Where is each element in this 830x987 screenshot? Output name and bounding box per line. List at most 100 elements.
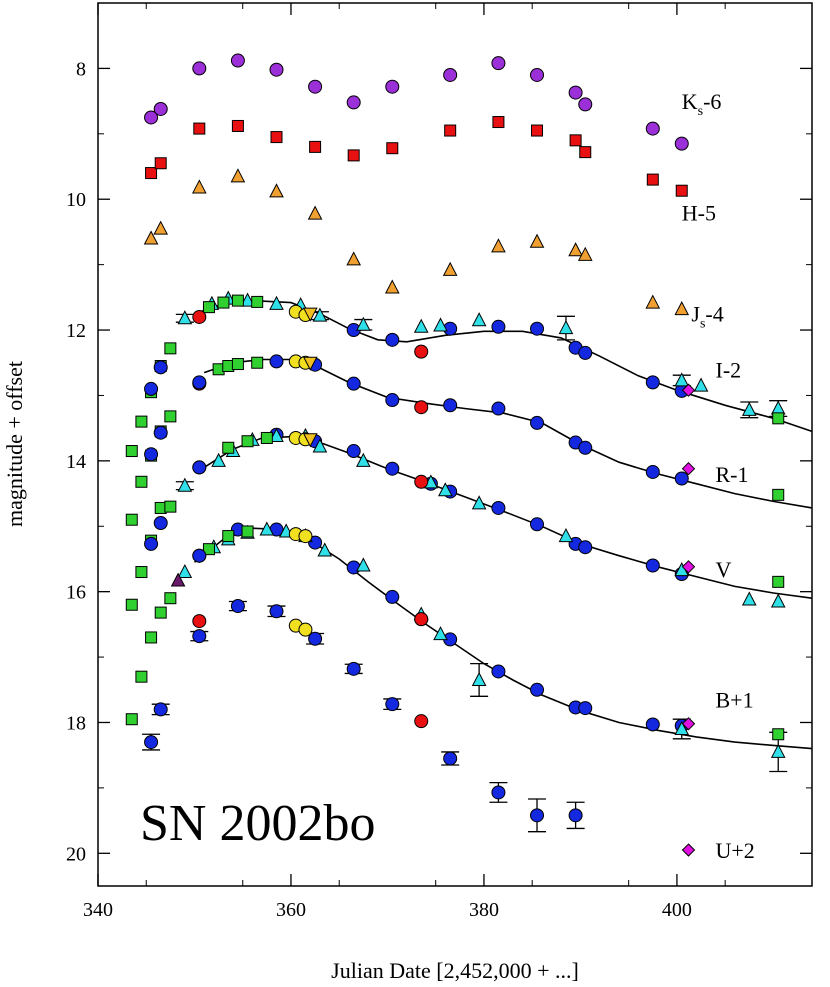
data-point-circle (530, 415, 545, 430)
data-point-triangle (143, 230, 159, 245)
data-point-square (231, 358, 244, 371)
data-point-circle (385, 393, 400, 408)
data-point-circle (578, 440, 593, 455)
tick-labels: 340 360 380 400 8 10 12 14 16 18 20 (66, 58, 692, 921)
data-point-square (270, 131, 283, 144)
data-point-circle (491, 56, 506, 71)
data-point-circle (491, 500, 506, 515)
band-label: I-2 (716, 357, 742, 382)
data-point-square (772, 412, 785, 425)
axis-ticks (97, 2, 812, 886)
data-point-circle (153, 702, 168, 717)
data-point-triangle (741, 401, 757, 416)
data-point-circle (192, 309, 207, 324)
data-point-triangle (170, 572, 186, 587)
data-point-circle (308, 631, 323, 646)
data-point-triangle (211, 452, 226, 467)
data-point-triangle (741, 591, 757, 606)
data-point-diamond (681, 717, 696, 731)
band-label: B+1 (716, 688, 754, 713)
data-point-square (202, 301, 215, 314)
data-point-circle (308, 535, 323, 550)
data-point-square (579, 146, 592, 159)
data-point-triangle (433, 626, 448, 641)
data-points (125, 53, 786, 857)
band-label: V (716, 557, 732, 582)
data-point-circle (346, 95, 361, 110)
fit-curve (203, 435, 813, 599)
data-point-triangle (577, 246, 593, 261)
data-point-square (222, 530, 235, 543)
data-point-square (135, 566, 148, 579)
data-point-circle (674, 471, 689, 486)
data-point-triangle (240, 292, 255, 307)
band-label: Js-4 (691, 302, 723, 332)
data-point-triangle (471, 671, 487, 686)
data-point-triangle (770, 400, 786, 415)
data-point-square (251, 356, 264, 369)
data-point-triangle (177, 310, 193, 325)
data-point-square (154, 606, 167, 619)
data-point-circle (192, 61, 207, 76)
data-point-square (135, 415, 148, 428)
data-point-square (251, 295, 264, 308)
data-point-circle (192, 460, 207, 475)
data-point-circle (144, 735, 159, 750)
data-point-diamond (681, 383, 696, 397)
data-point-circle (578, 345, 593, 360)
data-point-circle (385, 697, 400, 712)
data-point-triangle (674, 301, 690, 316)
data-point-circle (414, 474, 429, 489)
data-point-triangle (433, 317, 448, 332)
x-tick-label: 400 (662, 899, 692, 921)
data-point-circle (491, 401, 506, 416)
data-point-square (675, 184, 688, 197)
data-point-circle (568, 85, 583, 100)
data-point-square (164, 592, 177, 605)
data-point-square (492, 116, 505, 129)
data-point-circle (346, 444, 361, 459)
y-tick-label: 18 (66, 712, 86, 734)
data-point-square (193, 122, 206, 135)
data-point-triangle (770, 743, 786, 758)
data-point-square (135, 475, 148, 488)
data-point-diamond (681, 461, 696, 476)
data-point-circle (385, 332, 400, 347)
data-point-triangle (529, 233, 545, 248)
data-point-square (386, 142, 399, 155)
data-point-circle (674, 136, 689, 151)
data-point-circle (645, 558, 660, 573)
data-point-triangle (674, 720, 690, 736)
data-point-square (145, 167, 158, 180)
y-tick-label: 12 (66, 320, 86, 342)
data-point-triangle (693, 377, 709, 392)
data-point-circle (645, 717, 660, 732)
data-point-triangle (568, 242, 583, 257)
data-point-square (309, 140, 322, 153)
data-point-circle (192, 375, 207, 390)
data-point-triangle (312, 307, 328, 322)
data-point-circle (385, 589, 400, 604)
data-point-circle (568, 808, 583, 823)
data-point-square (772, 728, 785, 741)
data-point-circle (385, 461, 400, 476)
band-label: R-1 (716, 462, 749, 487)
data-point-triangle (259, 521, 275, 536)
data-point-triangle (346, 251, 362, 266)
data-point-square (646, 173, 659, 186)
data-point-circle (645, 121, 660, 136)
data-point-square (202, 543, 215, 556)
data-point-circle (530, 67, 545, 82)
data-point-circle (144, 381, 159, 396)
data-point-circle (414, 714, 429, 729)
data-point-circle (230, 599, 245, 614)
y-tick-label: 16 (66, 582, 86, 604)
data-point-triangle (269, 427, 284, 442)
data-point-triangle (317, 542, 333, 557)
data-point-circle (530, 517, 545, 532)
data-point-circle (298, 622, 313, 637)
data-point-square (222, 441, 235, 454)
data-point-square (164, 410, 177, 423)
y-tick-label: 20 (66, 843, 86, 865)
